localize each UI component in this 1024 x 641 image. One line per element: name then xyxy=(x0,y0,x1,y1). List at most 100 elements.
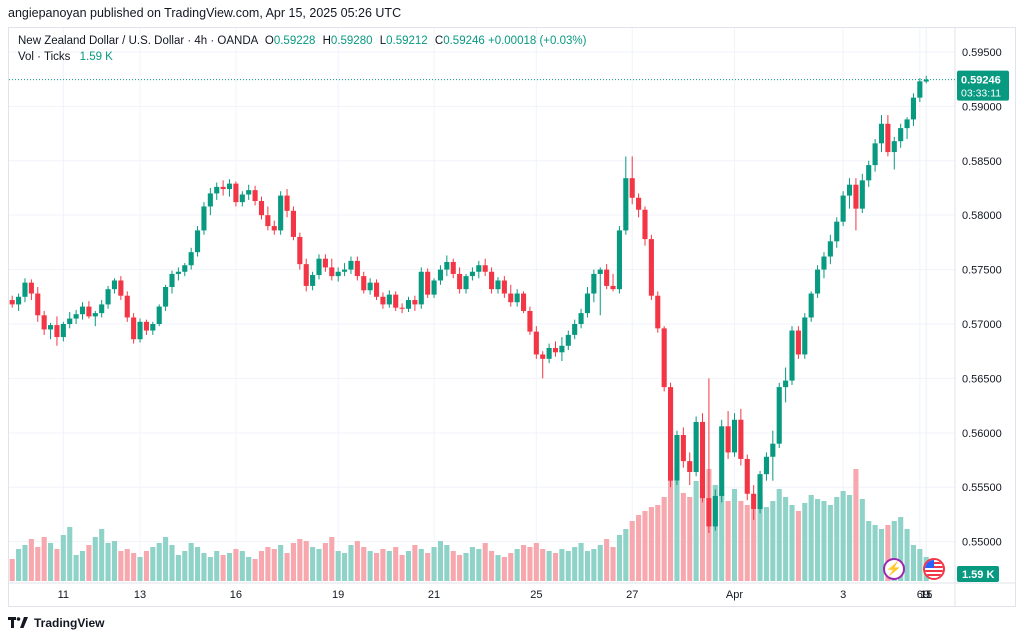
volume-bar xyxy=(278,545,284,581)
candle-body xyxy=(28,282,34,294)
volume-bar xyxy=(182,551,188,581)
volume-bar xyxy=(169,545,175,581)
volume-bar xyxy=(425,553,431,581)
candle-body xyxy=(642,209,648,240)
volume-bar xyxy=(316,549,322,581)
legend-volume-label: Vol · Ticks xyxy=(18,51,71,63)
volume-bar xyxy=(827,505,833,581)
candle-body xyxy=(278,195,284,231)
candle-body xyxy=(150,324,156,331)
candle-body xyxy=(335,271,341,277)
volume-bar xyxy=(450,551,456,581)
volume-bar xyxy=(124,549,130,581)
x-tick-label: 16 xyxy=(230,589,242,601)
x-tick-label: 3 xyxy=(840,589,846,601)
volume-bar xyxy=(265,547,271,581)
volume-bar xyxy=(604,539,610,581)
candle-body xyxy=(866,165,872,181)
candle-body xyxy=(412,300,418,305)
chart-legend: New Zealand Dollar / U.S. Dollar · 4h · … xyxy=(18,33,586,65)
candle-body xyxy=(783,380,789,388)
volume-bar xyxy=(693,481,699,581)
x-tick-label: 9 xyxy=(923,589,929,601)
y-tick-label: 0.58000 xyxy=(962,210,1002,222)
candle-body xyxy=(265,215,271,227)
candle-body xyxy=(840,195,846,222)
candle-body xyxy=(687,461,693,472)
legend-high-label: H xyxy=(322,35,331,47)
candle-body xyxy=(105,289,111,305)
candle-body xyxy=(316,258,322,276)
candle-body xyxy=(923,79,929,82)
legend-volume-value: 1.59 K xyxy=(79,51,113,63)
candle-body xyxy=(719,426,725,496)
volume-bar xyxy=(361,547,367,581)
countdown-label: 03:33:11 xyxy=(961,88,1001,100)
candle-body xyxy=(514,293,520,303)
candle-body xyxy=(169,273,175,287)
volume-bar xyxy=(437,541,444,581)
volume-bar xyxy=(476,549,482,581)
candle-body xyxy=(9,300,15,305)
volume-bar xyxy=(744,505,750,581)
candle-body xyxy=(533,331,539,355)
volume-bar xyxy=(252,559,258,581)
volume-bar xyxy=(99,529,105,581)
candle-body xyxy=(143,321,149,331)
volume-bar xyxy=(482,543,488,581)
candle-body xyxy=(220,186,226,190)
volume-bar xyxy=(67,527,73,581)
candle-body xyxy=(891,141,897,153)
legend-close-label: C xyxy=(434,35,444,47)
volume-bar xyxy=(540,549,546,581)
lightning-icon[interactable]: ⚡ xyxy=(883,558,905,580)
volume-bar xyxy=(616,535,622,581)
volume-bar xyxy=(533,543,539,581)
volume-bar xyxy=(175,555,181,581)
legend-symbol: New Zealand Dollar / U.S. Dollar · 4h · … xyxy=(18,35,258,47)
candle-body xyxy=(418,271,424,305)
volume-bar xyxy=(597,545,603,581)
candle-body xyxy=(386,294,392,305)
volume-bar xyxy=(552,553,559,581)
candle-body xyxy=(290,210,296,237)
candle-body xyxy=(367,282,373,291)
volume-bar xyxy=(840,491,846,581)
volume-bar xyxy=(885,525,891,581)
volume-bar xyxy=(233,549,239,581)
volume-value-badge xyxy=(957,566,999,582)
volume-bar xyxy=(188,543,194,581)
volume-bar xyxy=(610,547,616,581)
x-tick-label: 13 xyxy=(134,589,146,601)
volume-bar xyxy=(258,551,265,581)
tradingview-logo-icon xyxy=(8,617,28,628)
volume-bar xyxy=(41,537,47,581)
volume-bar xyxy=(373,553,380,581)
candle-body xyxy=(182,265,188,272)
y-tick-label: 0.56500 xyxy=(962,373,1002,385)
volume-bar xyxy=(866,521,872,581)
candle-body xyxy=(757,474,763,509)
candle-body xyxy=(431,280,437,295)
volume-bar xyxy=(578,543,584,581)
us-flag-icon[interactable] xyxy=(923,558,945,580)
candle-body xyxy=(246,190,252,195)
volume-bar xyxy=(719,493,725,581)
candle-body xyxy=(118,280,124,296)
volume-bar xyxy=(444,545,450,581)
volume-bar xyxy=(514,549,520,581)
volume-bar xyxy=(105,543,111,581)
volume-bar xyxy=(565,551,571,581)
volume-bar xyxy=(846,495,853,581)
candle-body xyxy=(233,183,239,203)
volume-bar xyxy=(118,551,124,581)
candle-body xyxy=(73,314,79,319)
volume-bar xyxy=(399,555,405,581)
candle-body xyxy=(834,221,840,242)
candle-body xyxy=(859,180,865,209)
volume-bar xyxy=(297,539,303,581)
y-tick-label: 0.58500 xyxy=(962,156,1002,168)
candle-body xyxy=(111,280,118,290)
volume-bar xyxy=(795,511,801,581)
